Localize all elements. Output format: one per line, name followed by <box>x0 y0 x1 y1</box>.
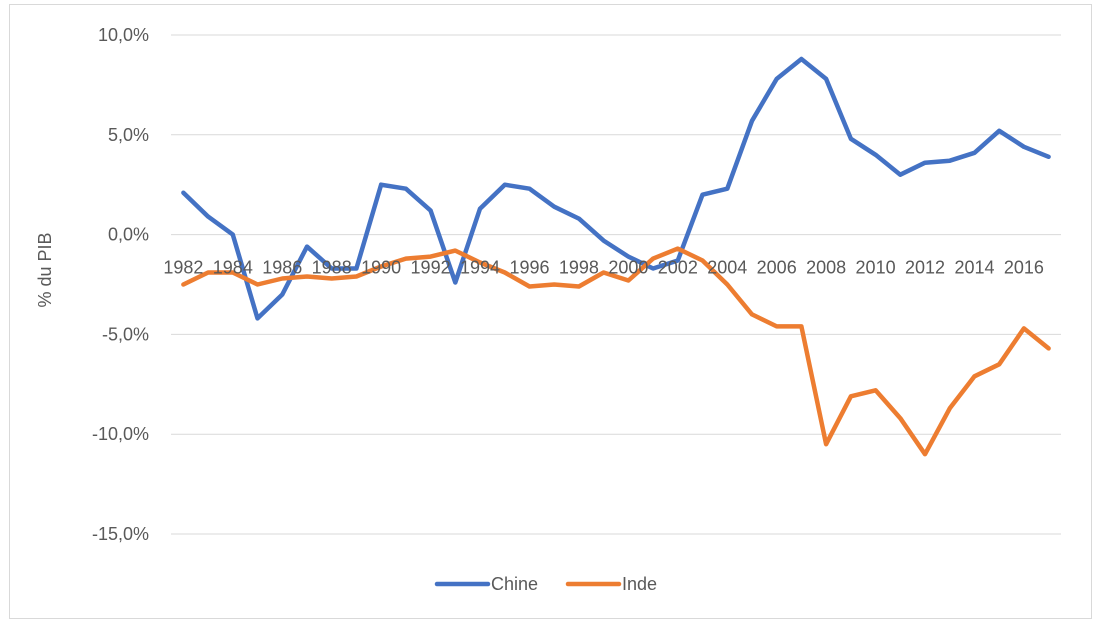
x-tick-label: 1992 <box>411 258 451 278</box>
x-tick-label: 1984 <box>213 258 253 278</box>
x-tick-label: 2008 <box>806 258 846 278</box>
chart-frame <box>9 4 1092 619</box>
y-tick-label: 0,0% <box>108 225 149 245</box>
x-tick-label: 1990 <box>361 258 401 278</box>
y-tick-label: 10,0% <box>98 25 149 45</box>
x-tick-label: 2010 <box>856 258 896 278</box>
y-tick-labels: 10,0% 5,0% 0,0% -5,0% -10,0% -15,0% <box>92 25 149 544</box>
y-tick-label: 5,0% <box>108 125 149 145</box>
x-tick-label: 1996 <box>509 258 549 278</box>
x-tick-label: 2004 <box>707 258 747 278</box>
gridlines <box>171 34 1061 535</box>
x-tick-label: 2012 <box>905 258 945 278</box>
y-tick-label: -10,0% <box>92 424 149 444</box>
legend-label-chine: Chine <box>491 574 538 594</box>
x-tick-label: 2014 <box>954 258 994 278</box>
series-lines <box>181 56 1051 457</box>
x-tick-label: 1994 <box>460 258 500 278</box>
x-tick-label: 1982 <box>163 258 203 278</box>
x-tick-label: 2016 <box>1004 258 1044 278</box>
legend-label-inde: Inde <box>622 574 657 594</box>
x-tick-label: 2002 <box>658 258 698 278</box>
series-line-chine <box>181 56 1051 321</box>
y-tick-label: -5,0% <box>102 324 149 344</box>
x-tick-label: 2000 <box>608 258 648 278</box>
y-axis-title: % du PIB <box>35 232 55 307</box>
x-tick-label: 2006 <box>757 258 797 278</box>
series-line-inde <box>181 246 1051 457</box>
x-tick-label: 1986 <box>262 258 302 278</box>
legend: Chine Inde <box>434 574 657 594</box>
x-tick-labels: 1982 1984 1986 1988 1990 1992 1994 1996 1998 2000… <box>163 258 1044 278</box>
x-tick-label: 1998 <box>559 258 599 278</box>
x-tick-label: 1988 <box>312 258 352 278</box>
y-tick-label: -15,0% <box>92 524 149 544</box>
